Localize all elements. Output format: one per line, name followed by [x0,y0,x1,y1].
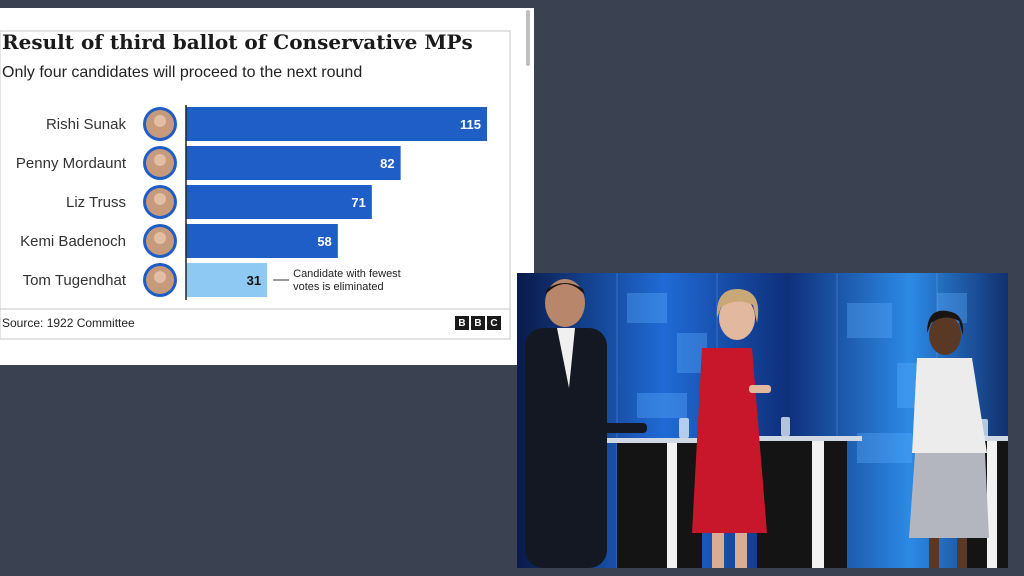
data-label: 115 [460,117,481,132]
bar [186,107,487,141]
category-label: Rishi Sunak [46,116,127,133]
chart-panel: Rishi Sunak 115 Penny Mordaunt 82 Liz Truss 7… [0,8,534,365]
data-label: 58 [317,234,331,249]
chart-title: Result of third ballot of Conservative M… [2,30,473,54]
bar [186,263,268,297]
bar [186,224,338,258]
category-label: Liz Truss [66,194,126,211]
category-label: Tom Tugendhat [23,272,127,289]
category-label: Kemi Badenoch [20,233,126,250]
candidate-head [154,154,166,166]
data-label: 82 [380,156,394,171]
chart-subtitle: Only four candidates will proceed to the… [2,64,363,81]
candidate-head [154,232,166,244]
bbc-logo-letter: C [487,316,501,330]
bar [186,146,401,180]
bbc-logo-letter: B [471,316,485,330]
annotation-text: votes is eliminated [293,281,384,293]
category-label: Penny Mordaunt [16,155,127,172]
chart-source: Source: 1922 Committee [2,316,135,330]
candidate-head [154,115,166,127]
candidate-head [154,193,166,205]
chart-canvas: Rishi Sunak 115 Penny Mordaunt 82 Liz Truss 7… [0,30,511,340]
bbc-logo-letter: B [455,316,469,330]
scrollbar-thumb[interactable] [526,10,530,66]
candidate-head [154,271,166,283]
debate-photo-illustration [517,273,1008,568]
bbc-logo: B B C [455,316,501,330]
debate-photo [517,273,1008,568]
data-label: 71 [351,195,365,210]
annotation-text: Candidate with fewest [293,268,401,280]
data-label: 31 [247,273,261,288]
bar [186,185,372,219]
